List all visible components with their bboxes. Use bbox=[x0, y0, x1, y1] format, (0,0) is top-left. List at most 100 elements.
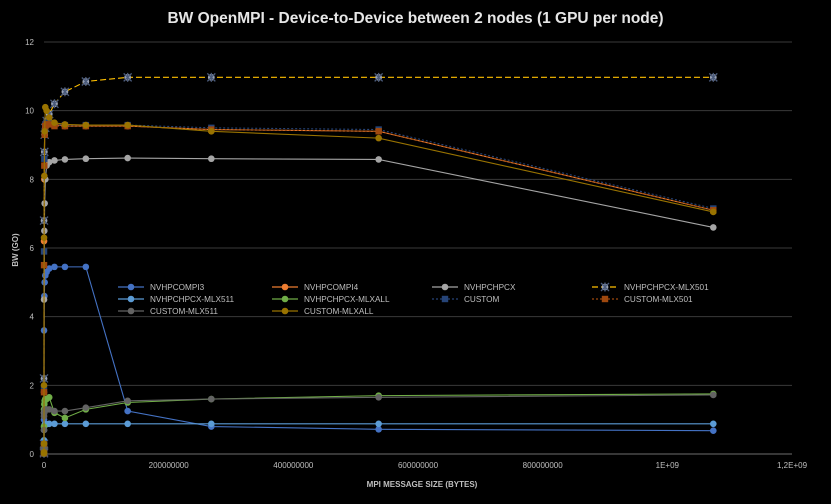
series-point bbox=[124, 407, 131, 415]
series-line bbox=[43, 122, 714, 454]
series-point bbox=[45, 394, 53, 401]
series-point bbox=[51, 122, 58, 130]
series-line bbox=[43, 76, 714, 454]
series-point bbox=[40, 440, 48, 448]
x-axis-label: MPI MESSAGE SIZE (BYTES) bbox=[367, 480, 478, 489]
axes: 0 2 4 6 8 10 12 0 200000000 400000000 600000000 800… bbox=[25, 38, 807, 470]
point-cross bbox=[600, 282, 610, 292]
point-cross bbox=[708, 72, 718, 82]
series-point bbox=[40, 448, 48, 456]
series-point bbox=[375, 394, 382, 401]
series-point bbox=[127, 307, 135, 315]
legend-label: NVHPCOMPI3 bbox=[150, 283, 205, 292]
legend-item: NVHPCHPCX-MLX501 bbox=[592, 282, 709, 292]
series-point bbox=[709, 391, 717, 399]
series-point bbox=[441, 283, 449, 291]
series-point bbox=[61, 156, 69, 163]
series-point bbox=[82, 263, 90, 271]
series-point bbox=[81, 76, 91, 86]
series-nvhpcompi4 bbox=[40, 119, 717, 457]
series-point bbox=[124, 397, 131, 405]
series-point bbox=[60, 87, 70, 97]
series-point bbox=[40, 382, 48, 389]
legend-item: NVHPCOMPI4 bbox=[272, 283, 359, 292]
y-tick-label: 0 bbox=[30, 450, 35, 459]
x-tick-label: 1E+09 bbox=[656, 461, 680, 470]
series-point bbox=[124, 154, 131, 162]
series-point bbox=[708, 72, 718, 82]
series-point bbox=[51, 263, 58, 271]
series-point bbox=[375, 420, 382, 428]
y-tick-label: 6 bbox=[30, 244, 35, 253]
series-point bbox=[281, 283, 289, 291]
y-tick-label: 8 bbox=[30, 175, 35, 184]
point-cross bbox=[49, 99, 59, 109]
series-point bbox=[208, 127, 215, 135]
series-point bbox=[127, 295, 135, 303]
legend-item: NVHPCHPCX-MLX511 bbox=[118, 295, 234, 304]
point-cross bbox=[206, 72, 216, 82]
series-point bbox=[61, 407, 69, 415]
series-point bbox=[46, 121, 53, 128]
legend-label: NVHPCHPCX-MLX501 bbox=[624, 283, 709, 292]
y-tick-label: 2 bbox=[30, 381, 35, 390]
series-line bbox=[43, 122, 714, 454]
series-point bbox=[375, 156, 382, 163]
series-nvhpcompi3 bbox=[40, 263, 717, 457]
series-point bbox=[51, 119, 58, 126]
series-point bbox=[51, 157, 58, 164]
point-cross bbox=[374, 72, 384, 82]
legend-label: CUSTOM-MLX511 bbox=[150, 307, 218, 316]
series-point bbox=[127, 283, 135, 291]
series-point bbox=[281, 307, 289, 315]
legend-item: CUSTOM bbox=[432, 295, 500, 304]
series-point bbox=[41, 127, 48, 135]
series-point bbox=[441, 295, 449, 303]
x-tick-label: 400000000 bbox=[273, 461, 314, 470]
series-point bbox=[82, 404, 90, 411]
series-point bbox=[45, 114, 53, 121]
series-point bbox=[51, 407, 58, 415]
x-tick-label: 0 bbox=[42, 461, 47, 470]
series-point bbox=[49, 99, 59, 109]
legend-label: NVHPCOMPI4 bbox=[304, 283, 359, 292]
series-point bbox=[208, 395, 215, 403]
series-point bbox=[206, 72, 216, 82]
series-point bbox=[123, 72, 133, 82]
series-point bbox=[281, 295, 289, 303]
series-point bbox=[82, 155, 90, 163]
series-nvhpchpcx bbox=[40, 154, 717, 457]
series-point bbox=[45, 265, 53, 272]
x-tick-label: 800000000 bbox=[523, 461, 564, 470]
series-point bbox=[208, 155, 215, 163]
x-tick-label: 200000000 bbox=[149, 461, 190, 470]
series-point bbox=[124, 121, 131, 129]
series-point bbox=[40, 234, 48, 241]
series-point bbox=[61, 414, 69, 422]
y-tick-label: 12 bbox=[25, 38, 34, 47]
series-point bbox=[41, 172, 48, 180]
legend-item: NVHPCHPCX-MLXALL bbox=[272, 295, 390, 304]
series-point bbox=[61, 121, 69, 128]
legend-label: CUSTOM-MLXALL bbox=[304, 307, 374, 316]
series-custom-mlx501 bbox=[40, 121, 717, 457]
legend-label: CUSTOM-MLX501 bbox=[624, 295, 693, 304]
series-nvhpchpcx-mlx511 bbox=[40, 420, 717, 457]
series-point bbox=[375, 134, 382, 142]
series-point bbox=[45, 158, 53, 166]
legend-item: CUSTOM-MLXALL bbox=[272, 307, 374, 316]
y-axis-label: BW (GO) bbox=[11, 233, 20, 267]
legend-label: NVHPCHPCX bbox=[464, 283, 516, 292]
point-cross bbox=[81, 76, 91, 86]
y-tick-label: 4 bbox=[30, 313, 35, 322]
series-point bbox=[709, 224, 717, 231]
point-cross bbox=[123, 72, 133, 82]
legend-item: CUSTOM-MLX501 bbox=[592, 295, 693, 304]
series-point bbox=[375, 128, 382, 135]
legend-item: NVHPCOMPI3 bbox=[118, 283, 205, 292]
legend-label: NVHPCHPCX-MLX511 bbox=[150, 295, 234, 304]
series-line bbox=[43, 157, 714, 454]
series-point bbox=[45, 420, 53, 428]
